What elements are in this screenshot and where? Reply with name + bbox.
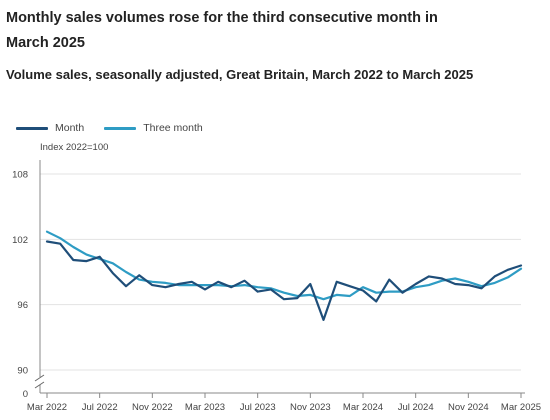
x-tick-label: Mar 2024 [343,402,383,413]
x-tick-label: Nov 2023 [290,402,331,413]
x-tick-label: Mar 2025 [501,402,541,413]
legend-item-month[interactable]: Month [16,122,84,134]
x-tick-label: Nov 2024 [448,402,489,413]
y-axis: 108 102 96 90 0 [12,160,45,400]
y-tick-label: 90 [17,366,28,377]
legend-swatch-month [16,126,48,130]
series-line-month[interactable] [45,240,523,321]
y-tick-label-zero: 0 [23,389,28,400]
y-tick-label: 96 [17,300,28,311]
y-tick-label: 102 [12,235,28,246]
y-tick-label: 108 [12,170,28,181]
chart-legend: Month Three month [16,121,223,135]
axis-break-icon [34,374,45,389]
x-axis: Mar 2022 Jul 2022 Nov 2022 Mar 2023 Jul 2023… [27,392,541,413]
chart-subtitle: Volume sales, seasonally adjusted, Great… [6,67,474,82]
y-axis-unit-label: Index 2022=100 [40,142,108,153]
x-tick-label: Jul 2022 [82,402,118,413]
x-tick-label: Jul 2024 [398,402,434,413]
legend-swatch-three-month [104,126,137,130]
series-line-three-month[interactable] [45,230,523,301]
x-tick-label: Mar 2023 [185,402,225,413]
legend-item-three-month[interactable]: Three month [104,122,203,134]
grid-lines [40,173,521,371]
series-lines [45,230,523,321]
legend-label-three-month: Three month [143,122,203,134]
x-tick-label: Jul 2023 [240,402,276,413]
legend-label-month: Month [55,122,85,134]
x-tick-label: Nov 2022 [132,402,173,413]
x-tick-label: Mar 2022 [27,402,67,413]
chart-title: Monthly sales volumes rose for the third… [6,10,438,51]
